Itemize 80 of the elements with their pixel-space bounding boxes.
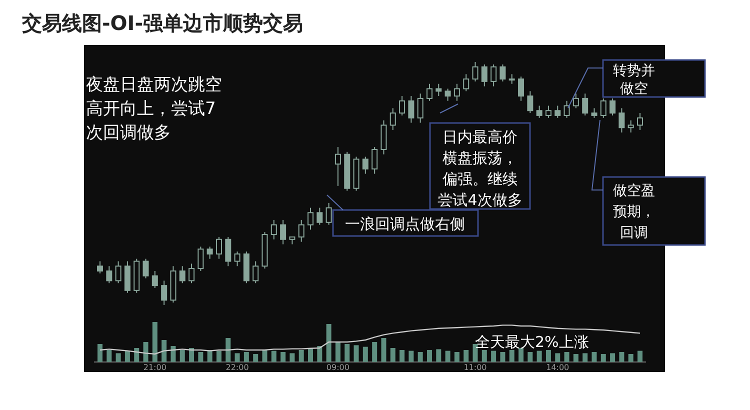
bar bbox=[262, 350, 268, 362]
candlestick bbox=[417, 93, 424, 124]
bar bbox=[162, 340, 167, 362]
chart-title: 交易线图-OI-强单边市顺势交易 bbox=[21, 11, 304, 35]
bar bbox=[344, 344, 350, 362]
bar bbox=[509, 350, 514, 362]
candlestick bbox=[390, 108, 396, 131]
bar bbox=[436, 349, 442, 362]
candlestick bbox=[280, 219, 286, 245]
bar bbox=[546, 350, 551, 362]
bar bbox=[500, 352, 506, 362]
bar bbox=[555, 353, 560, 362]
x-tick-label: 21:00 bbox=[143, 363, 166, 372]
bar bbox=[326, 324, 332, 362]
bar bbox=[491, 350, 496, 362]
bar bbox=[116, 353, 121, 362]
bar bbox=[354, 345, 359, 362]
candlestick bbox=[270, 219, 277, 240]
annotation: 夜盘日盘两次跳空高开向上，尝试7次回调做多 bbox=[86, 75, 222, 143]
x-tick-label: 09:00 bbox=[326, 363, 350, 372]
bar bbox=[143, 342, 148, 362]
x-tick-label: 11:00 bbox=[464, 363, 487, 372]
bar bbox=[106, 350, 112, 362]
x-tick-label: 14:00 bbox=[546, 363, 570, 372]
bar bbox=[564, 352, 570, 362]
bar bbox=[170, 346, 176, 362]
bar bbox=[244, 352, 249, 362]
bar bbox=[198, 352, 204, 362]
bar bbox=[482, 350, 487, 362]
bar bbox=[464, 350, 469, 362]
x-tick-label: 22:00 bbox=[226, 363, 249, 372]
bar bbox=[400, 350, 405, 362]
bar bbox=[152, 322, 158, 362]
bar bbox=[335, 342, 340, 362]
bar bbox=[134, 348, 140, 362]
bar bbox=[445, 350, 450, 362]
bar bbox=[518, 348, 524, 362]
bar bbox=[610, 353, 616, 362]
bar bbox=[600, 354, 606, 362]
bar bbox=[290, 353, 295, 362]
bar bbox=[98, 344, 102, 362]
bar bbox=[298, 350, 304, 362]
bar bbox=[124, 350, 130, 362]
bar bbox=[418, 352, 423, 362]
annotation: 转势并做空 bbox=[613, 63, 655, 97]
bar bbox=[308, 348, 314, 362]
bar bbox=[362, 346, 368, 362]
bar bbox=[628, 354, 634, 362]
annotation: 日内最高价横盘振荡，偏强。继续尝试4次做多 bbox=[438, 128, 522, 209]
annotation: 全天最大2%上涨 bbox=[475, 333, 589, 351]
candlestick bbox=[408, 96, 414, 124]
bar bbox=[408, 350, 414, 362]
bar bbox=[271, 350, 276, 362]
candlestick bbox=[161, 280, 168, 306]
candlestick bbox=[637, 112, 643, 131]
bar bbox=[619, 352, 624, 362]
bar bbox=[253, 354, 258, 362]
bar bbox=[426, 350, 432, 362]
candlestick bbox=[298, 219, 304, 242]
bar bbox=[536, 350, 542, 362]
annotation: 做空盈预期，回调 bbox=[613, 183, 655, 241]
bar bbox=[381, 338, 386, 362]
bar bbox=[234, 353, 240, 362]
bar bbox=[317, 346, 322, 362]
bar bbox=[280, 352, 286, 362]
bar bbox=[216, 350, 222, 362]
bar bbox=[180, 350, 185, 362]
bar bbox=[573, 354, 578, 362]
bar bbox=[372, 342, 378, 362]
bar bbox=[528, 352, 533, 362]
bar bbox=[592, 352, 597, 362]
bar bbox=[582, 353, 588, 362]
candlestick bbox=[334, 146, 341, 186]
bar bbox=[226, 338, 231, 362]
annotation: 一浪回调点做右侧 bbox=[345, 215, 465, 233]
bar bbox=[454, 352, 460, 362]
bar bbox=[638, 350, 642, 362]
bar bbox=[390, 348, 396, 362]
candlestick bbox=[618, 108, 625, 133]
bar bbox=[189, 348, 194, 362]
